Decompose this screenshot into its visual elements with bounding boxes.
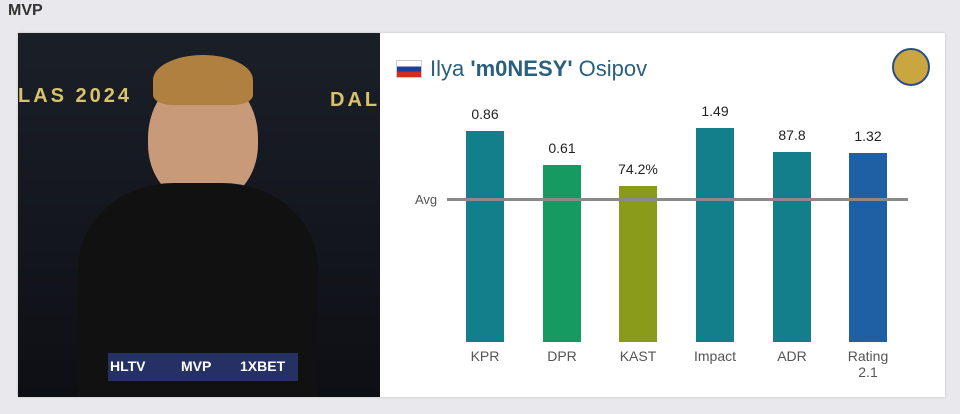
backdrop-text: LAS 2024 (18, 85, 133, 107)
category-label: KPR (470, 348, 500, 364)
value-label: 74.2% (618, 161, 658, 177)
section-title: MVP (8, 2, 43, 19)
category-label: Rating 2.1 (847, 348, 889, 380)
bar (543, 165, 581, 342)
category-label: Impact (693, 348, 736, 364)
category-label: DPR (547, 348, 577, 364)
bar (773, 152, 811, 342)
value-label: 0.86 (471, 106, 499, 122)
player-name: Ilya 'm0NESY' Osipov (430, 56, 647, 82)
badge: 1XBET (240, 358, 286, 374)
medal-icon (892, 48, 930, 86)
reference-line (447, 198, 908, 201)
backdrop-text: DALL (330, 89, 380, 111)
flag (396, 60, 422, 78)
value-label: 87.8 (778, 127, 806, 143)
player-photo: LAS 2024 DALL HLTV MVP 1XBET (18, 33, 380, 397)
hair (153, 55, 253, 105)
badge: HLTV (110, 358, 146, 374)
bar (849, 153, 887, 342)
nickname: 'm0NESY' (470, 56, 573, 81)
value-label: 1.32 (854, 128, 882, 144)
last-name: Osipov (578, 56, 648, 81)
value-label: 1.49 (701, 103, 729, 119)
bar (696, 128, 734, 342)
value-label: 0.61 (548, 140, 576, 156)
badge-bar (108, 353, 298, 381)
reference-label: Avg (415, 192, 438, 207)
bar (619, 186, 657, 342)
category-label: KAST (619, 348, 657, 364)
bar (466, 131, 504, 342)
category-label: ADR (777, 348, 807, 364)
badge: MVP (181, 358, 212, 374)
first-name: Ilya (430, 56, 465, 81)
